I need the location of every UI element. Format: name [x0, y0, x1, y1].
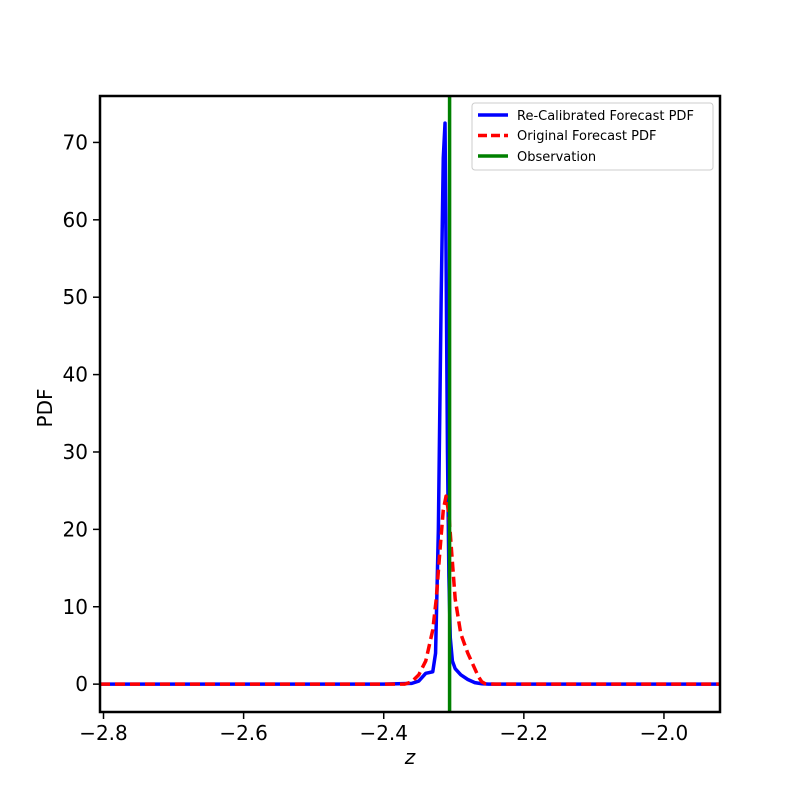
y-tick-label: 30: [63, 440, 88, 464]
legend-label-observation: Observation: [517, 150, 596, 165]
legend: Re-Calibrated Forecast PDF Original Fore…: [471, 102, 714, 171]
y-tick-label: 20: [63, 517, 88, 541]
x-tick-label: −2.2: [500, 721, 549, 745]
y-tick-label: 0: [75, 672, 88, 696]
y-tick-label: 60: [63, 208, 88, 232]
legend-frame: [471, 102, 714, 171]
x-tick-label: −2.8: [79, 721, 128, 745]
legend-label-recalibrated: Re-Calibrated Forecast PDF: [517, 109, 694, 124]
y-axis-label: PDF: [33, 389, 57, 428]
plot-frame: [98, 94, 722, 714]
x-tick-label: −2.6: [219, 721, 268, 745]
y-tick-label: 40: [63, 363, 88, 387]
series-layer: [100, 96, 720, 712]
y-tick-label: 50: [63, 285, 88, 309]
x-tick-label: −2.4: [359, 721, 408, 745]
y-tick-label: 70: [63, 130, 88, 154]
axis-layer: −2.8 −2.6 −2.4 −2.2 −2.0 0 10 20 30 40 50 60 70: [63, 130, 689, 745]
x-axis-label: z: [404, 745, 416, 769]
plot-area: [100, 96, 720, 712]
recalibrated-forecast-line: [100, 121, 720, 686]
x-tick-label: −2.0: [640, 721, 689, 745]
legend-label-original: Original Forecast PDF: [517, 129, 656, 144]
original-forecast-line: [100, 494, 720, 686]
y-tick-label: 10: [63, 595, 88, 619]
